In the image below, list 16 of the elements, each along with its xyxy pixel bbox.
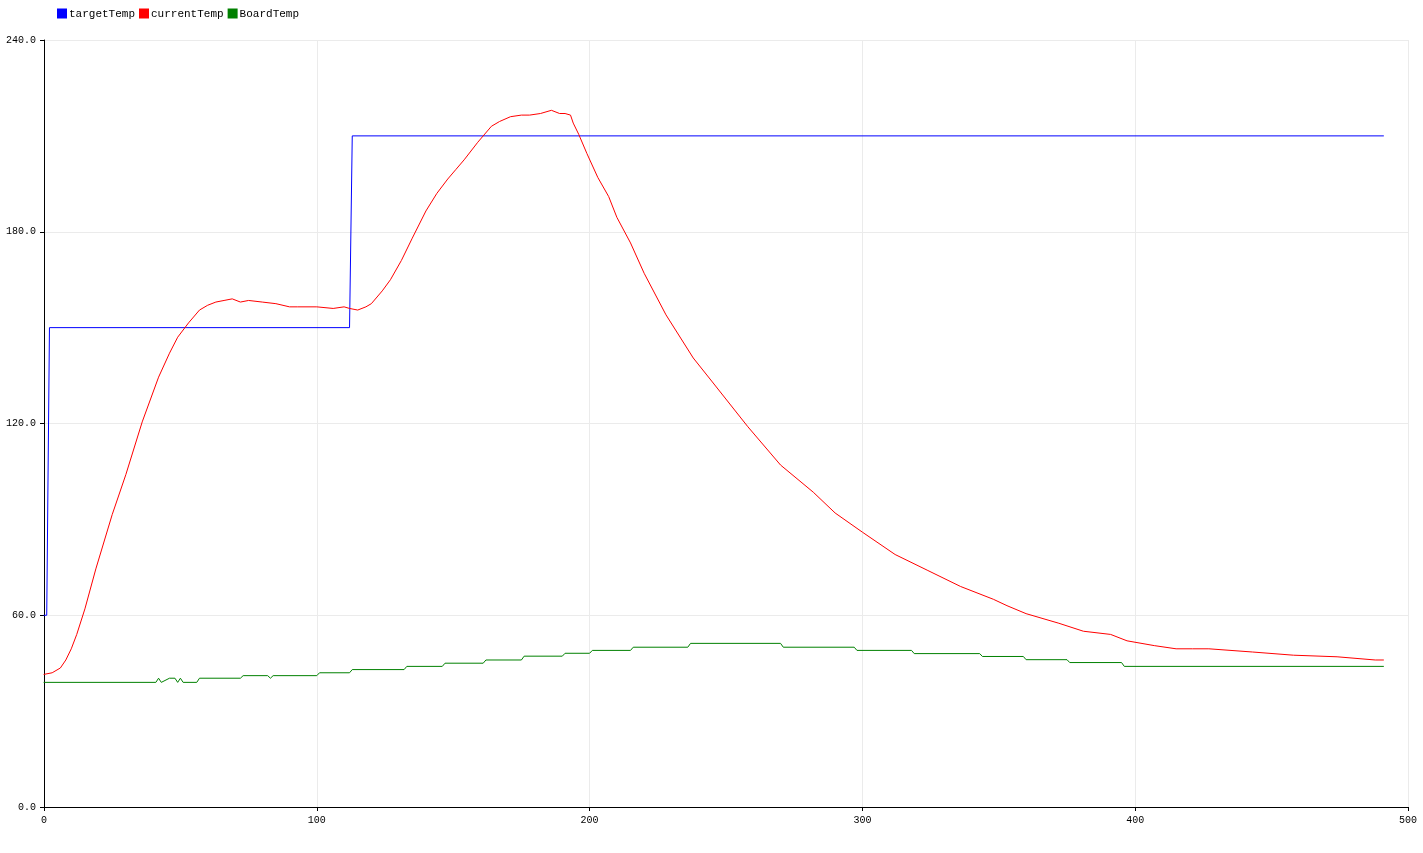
x-tick-label: 200 <box>580 814 599 826</box>
y-tick-label: 120.0 <box>5 418 36 429</box>
line-series <box>43 642 1384 683</box>
legend-label: BoardTemp <box>239 7 300 20</box>
y-tick-label: 180.0 <box>5 226 36 238</box>
x-tick-label: 300 <box>853 814 872 826</box>
x-tick-label: 0 <box>40 814 48 826</box>
y-tick-label: 60.0 <box>11 609 36 621</box>
x-tick-label: 400 <box>1126 814 1145 826</box>
line-series <box>43 109 1384 675</box>
x-tick-label: 100 <box>307 814 326 826</box>
legend-label: targetTemp <box>69 7 136 20</box>
legend-label: currentTemp <box>151 7 224 20</box>
x-tick-label: 500 <box>1398 814 1418 826</box>
y-tick-label: 0.0 <box>17 801 36 813</box>
y-tick-label: 240.0 <box>5 34 36 46</box>
